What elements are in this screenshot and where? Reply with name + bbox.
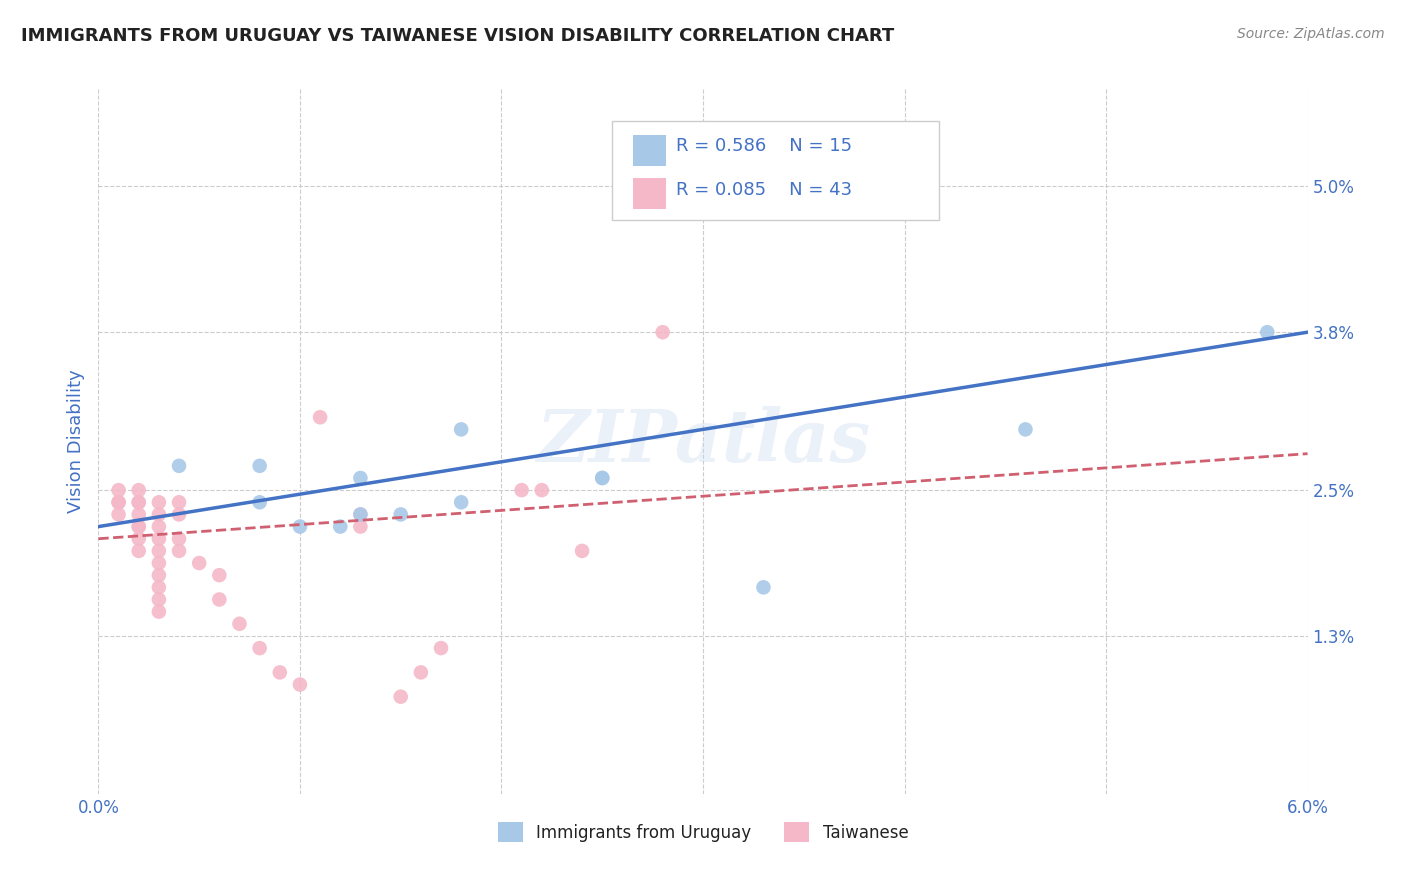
Legend: Immigrants from Uruguay, Taiwanese: Immigrants from Uruguay, Taiwanese	[491, 815, 915, 849]
Point	[148, 508, 170, 522]
Point	[128, 495, 150, 509]
Point	[128, 508, 150, 522]
Point	[107, 508, 129, 522]
Point	[167, 532, 190, 546]
Point	[269, 665, 291, 680]
Point	[188, 556, 211, 570]
Text: R = 0.586    N = 15: R = 0.586 N = 15	[676, 136, 852, 154]
Point	[167, 458, 190, 473]
Point	[389, 508, 412, 522]
Point	[591, 471, 613, 485]
Point	[167, 495, 190, 509]
Point	[148, 519, 170, 533]
Point	[208, 568, 231, 582]
Point	[107, 495, 129, 509]
Point	[167, 544, 190, 558]
Point	[288, 519, 311, 533]
Point	[349, 508, 371, 522]
FancyBboxPatch shape	[613, 121, 939, 219]
Point	[249, 495, 271, 509]
Text: IMMIGRANTS FROM URUGUAY VS TAIWANESE VISION DISABILITY CORRELATION CHART: IMMIGRANTS FROM URUGUAY VS TAIWANESE VIS…	[21, 27, 894, 45]
Point	[128, 483, 150, 497]
Point	[148, 605, 170, 619]
Point	[349, 519, 371, 533]
Point	[249, 458, 271, 473]
Point	[148, 592, 170, 607]
Point	[249, 641, 271, 656]
Point	[167, 508, 190, 522]
Text: Source: ZipAtlas.com: Source: ZipAtlas.com	[1237, 27, 1385, 41]
Point	[128, 544, 150, 558]
Point	[329, 519, 352, 533]
Point	[128, 532, 150, 546]
Point	[591, 471, 613, 485]
Point	[530, 483, 553, 497]
Point	[571, 544, 593, 558]
Point	[148, 568, 170, 582]
Point	[409, 665, 432, 680]
Point	[651, 325, 673, 339]
Point	[450, 422, 472, 436]
Point	[228, 616, 250, 631]
Bar	[633, 136, 665, 166]
Point	[128, 519, 150, 533]
Point	[389, 690, 412, 704]
Point	[128, 495, 150, 509]
Point	[107, 495, 129, 509]
Point	[349, 471, 371, 485]
Point	[128, 519, 150, 533]
Point	[148, 580, 170, 594]
Point	[148, 532, 170, 546]
Point	[288, 677, 311, 691]
Point	[107, 483, 129, 497]
Point	[148, 544, 170, 558]
Bar	[633, 178, 665, 209]
Point	[450, 495, 472, 509]
Point	[148, 495, 170, 509]
Point	[349, 508, 371, 522]
Point	[309, 410, 332, 425]
Point	[752, 580, 775, 594]
Text: R = 0.085    N = 43: R = 0.085 N = 43	[676, 181, 852, 200]
Point	[1256, 325, 1278, 339]
Point	[208, 592, 231, 607]
Point	[430, 641, 453, 656]
Y-axis label: Vision Disability: Vision Disability	[66, 369, 84, 514]
Point	[510, 483, 533, 497]
Point	[1014, 422, 1036, 436]
Text: ZIPatlas: ZIPatlas	[536, 406, 870, 477]
Point	[148, 556, 170, 570]
